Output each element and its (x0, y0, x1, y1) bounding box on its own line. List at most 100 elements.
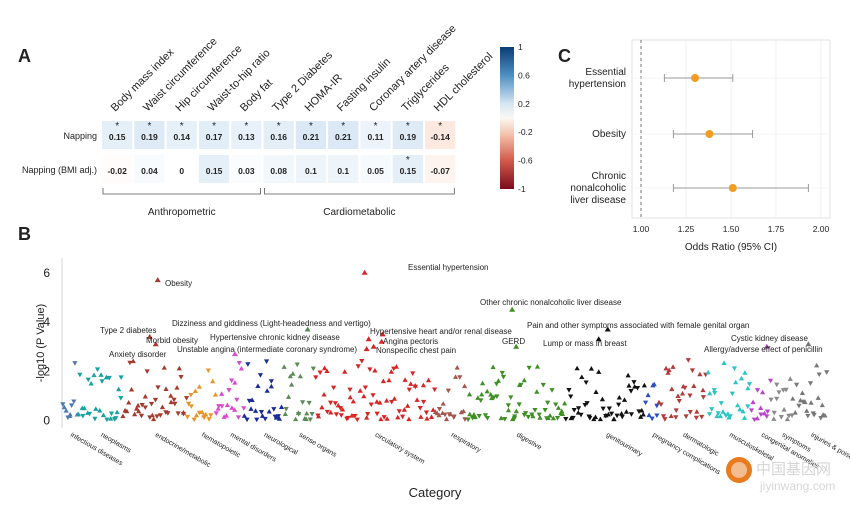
manhattan-point (668, 413, 674, 419)
manhattan-point (206, 417, 212, 422)
manhattan-point (151, 416, 157, 422)
colorbar-tick: 0.6 (518, 70, 530, 80)
manhattan-point (628, 388, 634, 394)
manhattan-point (349, 413, 355, 418)
manhattan-point (758, 405, 764, 410)
forest-row-label: Essential hypertension (569, 67, 626, 90)
manhattan-point (786, 413, 792, 419)
manhattan-point (357, 388, 363, 393)
point-annotation: Obesity (165, 279, 192, 288)
forest-x-axis-label: Odds Ratio (95% CI) (685, 242, 777, 253)
manhattan-point (717, 413, 723, 419)
manhattan-point (537, 415, 543, 420)
manhattan-point (440, 401, 446, 406)
forest-x-tick: 1.75 (768, 224, 785, 234)
heatmap-cell-value: 0 (179, 166, 184, 176)
manhattan-point (571, 408, 577, 413)
manhattan-point (86, 411, 93, 417)
point-annotation: Angina pectoris (383, 337, 438, 346)
manhattan-point (792, 410, 798, 415)
manhattan-point (192, 388, 198, 393)
manhattan-point (157, 413, 164, 418)
manhattan-point (495, 378, 502, 383)
manhattan-point (355, 364, 361, 369)
manhattan-point (333, 412, 339, 417)
manhattan-point (669, 386, 675, 392)
watermark-text: 中国基因网 (756, 461, 831, 478)
manhattan-point (347, 394, 353, 400)
manhattan-point (745, 385, 751, 391)
manhattan-point (645, 392, 651, 398)
manhattan-point (248, 406, 254, 411)
manhattan-point (210, 378, 216, 384)
manhattan-point (498, 415, 504, 421)
manhattan-point (395, 414, 401, 420)
heatmap-cell (231, 155, 262, 183)
heatmap-cell (328, 155, 359, 183)
manhattan-point (388, 369, 394, 374)
manhattan-point (568, 394, 574, 400)
point-annotation: Morbid obesity (146, 336, 198, 345)
manhattan-point (815, 395, 821, 400)
manhattan-point (263, 359, 270, 364)
manhattan-point (454, 365, 460, 370)
heatmap-cell (295, 121, 327, 149)
manhattan-point (213, 411, 219, 416)
manhattan-point (249, 397, 255, 403)
odds-ratio-point (705, 130, 714, 138)
manhattan-point (641, 382, 647, 388)
manhattan-point (127, 360, 133, 366)
manhattan-point (494, 394, 500, 399)
group-bracket (102, 188, 261, 195)
manhattan-point (478, 398, 484, 403)
manhattan-point (410, 371, 416, 377)
manhattan-point (300, 400, 306, 405)
manhattan-point (324, 368, 330, 374)
heatmap-cell (392, 121, 423, 149)
manhattan-point (502, 417, 508, 422)
manhattan-point (287, 373, 293, 379)
manhattan-point (223, 413, 229, 418)
manhattan-point (731, 366, 738, 372)
manhattan-point (737, 406, 743, 412)
manhattan-point (697, 371, 703, 377)
manhattan-point (545, 415, 551, 420)
manhattan-point (163, 386, 169, 391)
manhattan-point (805, 413, 811, 419)
manhattan-point (136, 408, 142, 414)
manhattan-point (303, 416, 309, 422)
manhattan-point (578, 412, 584, 418)
point-annotation: Cystic kidney disease (731, 334, 808, 343)
manhattan-point (466, 391, 473, 397)
point-annotation: Essential hypertension (408, 263, 489, 272)
category-label: circulatory system (374, 432, 426, 466)
heatmap-row-label: Napping (63, 131, 97, 141)
manhattan-point (523, 411, 529, 416)
colorbar (500, 47, 514, 189)
manhattan-point (461, 383, 468, 389)
manhattan-point (396, 409, 402, 414)
manhattan-point (183, 396, 190, 401)
manhattan-point (268, 383, 274, 389)
manhattan-point (255, 383, 261, 388)
heatmap-cell (263, 121, 294, 149)
manhattan-point (393, 364, 400, 369)
manhattan-point (509, 416, 516, 422)
manhattan-point (359, 359, 365, 364)
manhattan-point (235, 415, 242, 420)
manhattan-point (718, 401, 724, 406)
manhattan-point (144, 369, 150, 374)
manhattan-point (180, 409, 187, 415)
forest-x-tick: 1.00 (633, 224, 650, 234)
manhattan-point (685, 358, 691, 363)
manhattan-point (505, 403, 511, 408)
manhattan-point (808, 400, 814, 405)
manhattan-point (658, 402, 664, 408)
manhattan-point (639, 407, 645, 413)
manhattan-point (309, 411, 315, 417)
highlighted-point (146, 333, 153, 339)
manhattan-point (236, 360, 242, 366)
heatmap-cell (425, 121, 456, 149)
forest-row-label-line: Chronic (592, 171, 626, 182)
manhattan-point (132, 411, 138, 417)
